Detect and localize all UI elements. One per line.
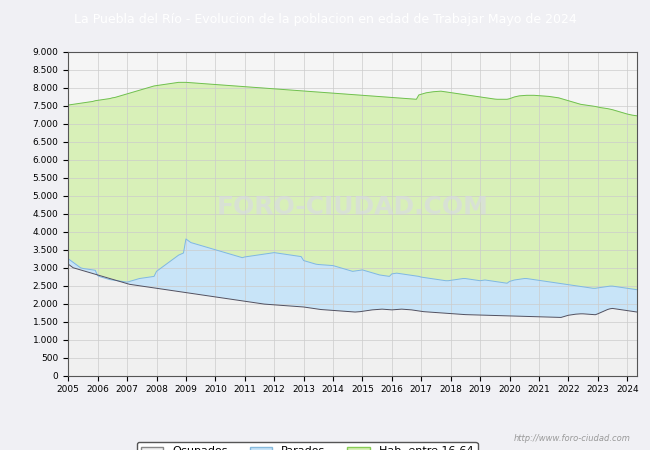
Legend: Ocupados, Parados, Hab. entre 16-64: Ocupados, Parados, Hab. entre 16-64	[136, 442, 478, 450]
Text: La Puebla del Río - Evolucion de la poblacion en edad de Trabajar Mayo de 2024: La Puebla del Río - Evolucion de la pobl…	[73, 13, 577, 26]
Text: FORO-CIUDAD.COM: FORO-CIUDAD.COM	[216, 195, 489, 219]
Text: http://www.foro-ciudad.com: http://www.foro-ciudad.com	[514, 434, 630, 443]
